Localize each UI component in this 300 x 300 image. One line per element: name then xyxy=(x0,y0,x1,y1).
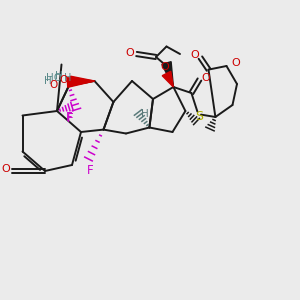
Text: F: F xyxy=(87,164,93,178)
Text: F: F xyxy=(66,111,72,124)
Text: O: O xyxy=(59,75,67,85)
Polygon shape xyxy=(67,78,94,87)
Text: O: O xyxy=(231,58,240,68)
Polygon shape xyxy=(162,71,173,87)
Text: H: H xyxy=(64,73,71,83)
Polygon shape xyxy=(70,76,94,86)
Text: H: H xyxy=(44,76,52,86)
Text: O: O xyxy=(50,80,58,90)
Text: O: O xyxy=(160,62,169,73)
Polygon shape xyxy=(162,62,173,87)
Text: O: O xyxy=(201,73,210,83)
Text: S: S xyxy=(195,110,203,123)
Text: H: H xyxy=(55,70,62,81)
Text: HO: HO xyxy=(46,73,62,83)
Text: O: O xyxy=(190,50,199,60)
Text: H: H xyxy=(141,109,148,119)
Text: O: O xyxy=(2,164,10,175)
Text: F: F xyxy=(67,112,74,125)
Text: O: O xyxy=(125,47,134,58)
